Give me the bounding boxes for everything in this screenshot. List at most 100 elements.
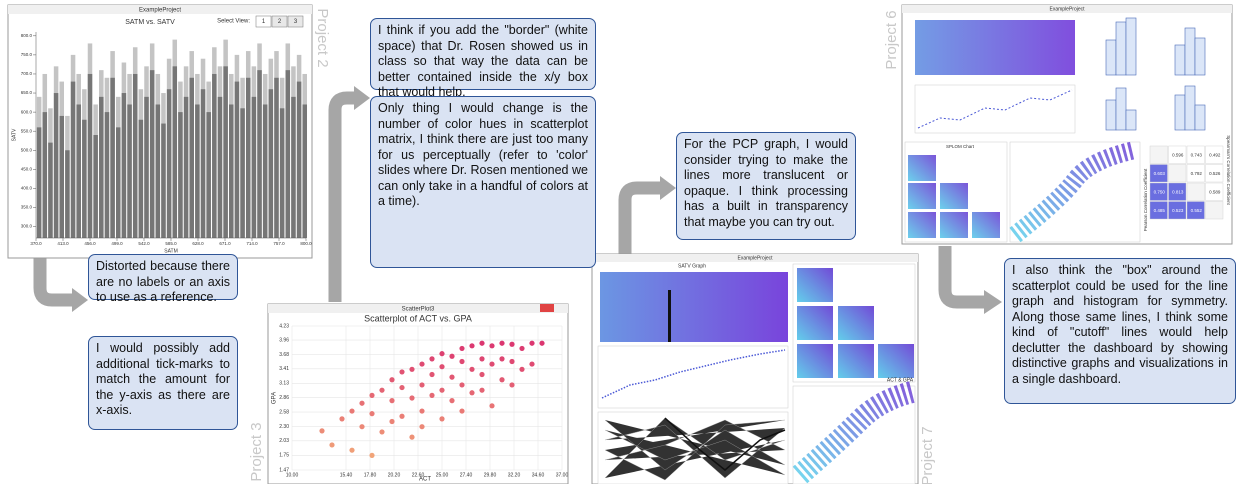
point [459,408,465,414]
y-tick-label: 300.0 [21,224,33,229]
point [329,442,335,448]
x-tick-label: 542.0 [138,241,150,246]
comment: I think if you add the "border" (white s… [370,18,596,99]
bar [166,89,172,238]
matrix-cell [1149,164,1168,183]
arrow-head [984,290,1002,314]
point [369,411,375,417]
splom-cells [908,155,1000,238]
point [439,364,445,370]
y-tick-label: 3.96 [279,337,289,343]
point [389,418,395,425]
x-tick-label: 456.0 [84,241,96,246]
point [319,428,325,434]
splom-label: ACT & GPA [887,377,914,383]
bar [172,66,178,238]
splom-cell [797,306,833,340]
bar-area [600,272,788,342]
bar [36,127,42,238]
bar [291,96,296,238]
chart-title: SATM vs. SATV [125,19,175,26]
y-axis-label: SATV [11,128,17,141]
matrix-cell [1149,145,1168,164]
hist-bar [1194,104,1206,131]
point [399,384,405,391]
x-tick-label: 20.20 [388,472,401,478]
point [449,398,455,404]
highlight-bar [668,290,671,342]
bar [274,77,279,239]
comment: For the PCP graph, I would consider tryi… [676,132,856,240]
line-panel [597,345,789,409]
view-button-label: 1 [262,19,266,25]
hist-bar [1105,99,1117,131]
y-tick-label: 600.0 [21,109,33,114]
matrix-cell [1186,164,1205,183]
point [529,340,535,346]
point [419,361,425,367]
matrix-value: 0.485 [1154,208,1166,213]
x-tick-label: 22.60 [412,472,425,478]
point [499,356,505,362]
bar [206,112,211,238]
matrix-value: 0.523 [1172,208,1184,213]
view-button[interactable] [255,15,272,28]
chart-title: Scatterplot of ACT vs. GPA [364,313,472,323]
y-tick-label: 1.47 [279,467,289,473]
x-tick-label: 585.0 [165,241,177,246]
matrix-value: 0.596 [1172,152,1184,157]
view-button[interactable] [271,15,288,28]
y-tick-label: 550.0 [21,128,33,133]
bar [229,104,234,239]
arrows [33,91,986,309]
y-tick-label: 4.23 [279,323,289,329]
bar [59,115,65,238]
arrow [33,258,74,307]
project-label: Project 2 [314,8,331,67]
view-button[interactable] [287,15,304,28]
point [539,340,545,346]
matrix-cell [1186,145,1205,164]
x-tick-label: 34.60 [532,472,545,478]
splom-cell [838,306,874,340]
comment: I also think the "box" around the scatte… [1004,258,1236,404]
bar [161,123,166,238]
view-button-label: 3 [294,19,298,25]
point [369,392,375,398]
spearman-label: Spearman's Correlation Coefficient [1226,135,1231,205]
x-tick-label: 15.40 [340,472,353,478]
point [439,416,445,422]
splom-cell [908,155,936,181]
hist-bar [1174,94,1186,131]
point [339,416,345,422]
point [489,403,495,409]
splom-cell [940,183,968,209]
select-view-label: Select View: [217,19,250,25]
x-tick-label: 10.00 [286,472,299,478]
point [419,382,425,388]
line-trend [917,89,1073,129]
bar [212,73,217,239]
bar [82,119,87,238]
x-tick-label: 714.0 [246,241,258,246]
point [359,424,365,430]
x-tick-label: 413.0 [57,241,69,246]
point [499,377,505,383]
view-button-label: 2 [278,19,282,25]
comment: Distorted because there are no labels or… [88,254,238,304]
hist-bar [1194,37,1206,76]
title-bar [8,5,312,14]
matrix-cell [1168,164,1187,183]
point [379,429,385,435]
bar [262,104,268,239]
x-axis-label: SATM [164,248,178,254]
chart-title: SATV Graph [678,263,706,269]
point [379,387,385,393]
matrix-cell [1186,182,1205,201]
bar [138,119,144,238]
y-tick-label: 700.0 [21,71,33,76]
bar [183,96,189,238]
arrow [328,91,356,302]
bar [296,81,302,238]
